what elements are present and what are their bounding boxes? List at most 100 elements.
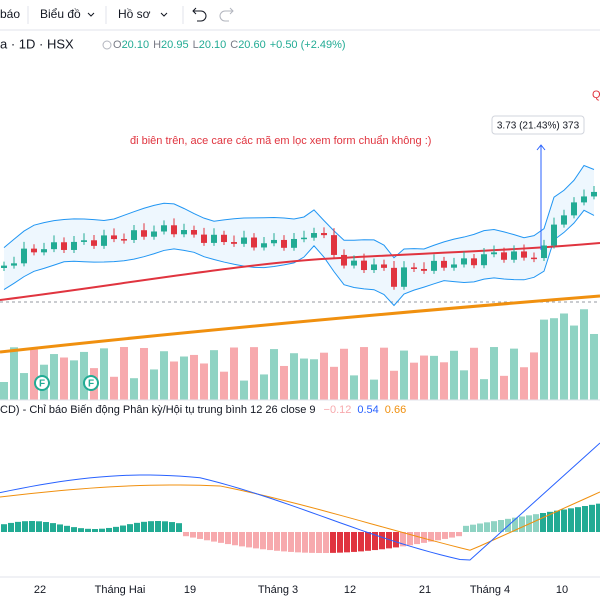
candle: [51, 242, 57, 250]
macd-bar: [302, 532, 308, 553]
volume-bar: [330, 366, 338, 400]
macd-bar: [120, 525, 126, 532]
candle: [351, 260, 357, 266]
macd-bar: [50, 523, 56, 532]
volume-bar: [410, 362, 418, 400]
macd-bar: [148, 521, 154, 532]
undo-icon[interactable]: [192, 7, 207, 22]
volume-bar: [560, 313, 568, 400]
volume-bar: [400, 350, 408, 400]
volume-bar: [10, 347, 18, 400]
macd-bar: [344, 532, 350, 553]
candle: [581, 196, 587, 203]
volume-bar: [270, 349, 278, 400]
macd-bar: [589, 504, 595, 532]
menu-item[interactable]: báo: [0, 7, 20, 21]
change: +0.50 (+2.49%): [270, 39, 346, 51]
volume-bar: [570, 325, 578, 400]
redo-icon[interactable]: [219, 7, 234, 22]
volume-bar: [470, 347, 478, 400]
candle: [201, 234, 207, 243]
candle: [481, 254, 487, 266]
volume-bar: [100, 348, 108, 400]
volume-bar: [550, 318, 558, 400]
macd-bar: [43, 522, 49, 532]
candle: [141, 230, 147, 237]
macd-bar: [211, 532, 217, 542]
candle: [131, 230, 137, 240]
macd-bar: [92, 528, 98, 532]
macd-bar: [246, 532, 252, 548]
macd-bar: [568, 508, 574, 532]
volume: [0, 309, 598, 400]
macd-bar: [232, 532, 238, 546]
macd-bar: [575, 507, 581, 532]
macd-bar: [337, 532, 343, 553]
candle: [11, 263, 17, 266]
volume-bar: [250, 347, 258, 400]
candle: [571, 202, 577, 216]
macd-bar: [134, 522, 140, 532]
candle: [541, 245, 547, 259]
menu-item[interactable]: Biểu đồ: [40, 7, 81, 21]
candle: [411, 267, 417, 269]
toolbar: [0, 0, 600, 30]
volume-bar: [0, 382, 8, 400]
candle: [111, 235, 117, 240]
volume-bar: [190, 354, 198, 400]
candle: [341, 254, 347, 266]
candle: [461, 258, 467, 265]
candle: [361, 260, 367, 271]
macd-bar: [295, 532, 301, 553]
candle: [221, 234, 227, 243]
volume-bar: [210, 350, 218, 400]
macd-bar: [561, 509, 567, 532]
macd-bar: [85, 528, 91, 532]
candle: [31, 248, 37, 253]
f-marker: F: [34, 375, 50, 391]
x-tick-label: 19: [184, 584, 196, 596]
macd-bar: [71, 527, 77, 532]
volume-bar: [310, 359, 318, 400]
menu-item[interactable]: Hồ sơ: [118, 7, 151, 21]
volume-bar: [350, 375, 358, 400]
measure-arrow: [536, 144, 546, 151]
macd-bar: [484, 522, 490, 532]
macd-bar: [204, 532, 210, 541]
volume-bar: [420, 355, 428, 400]
candle: [211, 234, 217, 243]
candle: [1, 265, 7, 268]
status-dot: [102, 40, 112, 50]
volume-bar: [280, 365, 288, 400]
volume-bar: [140, 347, 148, 400]
candle: [521, 251, 527, 258]
macd-bar: [239, 532, 245, 547]
macd-bar: [78, 528, 84, 532]
x-axis: 22 Tháng Hai 19 Tháng 3 12 21 Tháng 4 10: [34, 584, 568, 596]
macd-bar: [400, 532, 406, 547]
volume-bar: [220, 371, 228, 400]
candle: [301, 237, 307, 240]
macd-value: −0.12: [324, 404, 352, 416]
macd-bar: [274, 532, 280, 551]
candle: [181, 230, 187, 235]
macd-bar: [225, 532, 231, 545]
macd-bar: [57, 524, 63, 532]
macd-bar: [540, 513, 546, 532]
volume-bar: [380, 347, 388, 400]
x-tick-label: 12: [344, 584, 356, 596]
candle: [261, 243, 267, 248]
macd-bar: [582, 506, 588, 532]
candle: [41, 249, 47, 253]
candle: [171, 225, 177, 235]
volume-bar: [510, 348, 518, 400]
volume-bar: [120, 347, 128, 400]
f-marker: F: [83, 375, 99, 391]
macd-bar: [554, 510, 560, 532]
ohlc-key: L: [193, 39, 199, 51]
volume-bar: [110, 376, 118, 400]
macd-bar: [365, 532, 371, 551]
macd-bar: [533, 514, 539, 532]
macd-bar: [470, 524, 476, 532]
